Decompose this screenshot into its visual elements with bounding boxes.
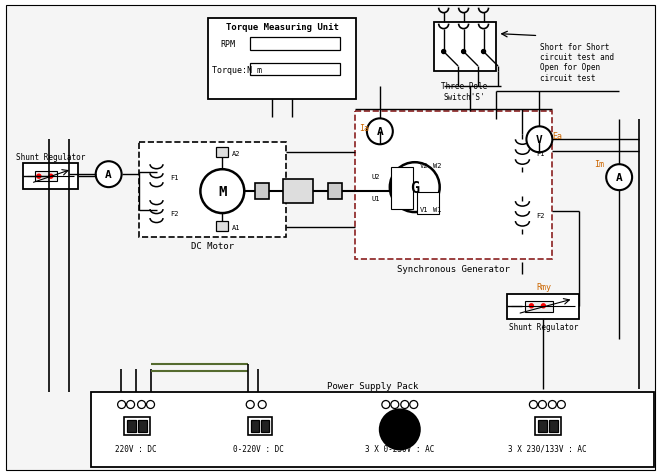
Bar <box>255 184 269 200</box>
Text: 3 X 0-230V : AC: 3 X 0-230V : AC <box>365 444 434 453</box>
Bar <box>208 19 356 100</box>
Circle shape <box>539 401 547 408</box>
Text: RPM: RPM <box>220 40 235 49</box>
Circle shape <box>442 50 446 54</box>
Text: M: M <box>218 185 227 198</box>
Circle shape <box>390 163 440 213</box>
Text: V2: V2 <box>420 163 428 169</box>
Bar <box>124 417 149 436</box>
Circle shape <box>410 401 418 408</box>
Circle shape <box>391 401 399 408</box>
Circle shape <box>526 127 553 153</box>
Bar <box>23 164 78 190</box>
Text: Torque Measuring Unit: Torque Measuring Unit <box>225 23 338 32</box>
Text: Shunt Regulator: Shunt Regulator <box>509 323 578 332</box>
Circle shape <box>461 50 465 54</box>
Text: Torque:N m: Torque:N m <box>212 66 262 75</box>
Text: F1: F1 <box>171 175 179 181</box>
Bar <box>127 421 136 433</box>
Text: Shunt Regulator: Shunt Regulator <box>16 152 85 161</box>
Text: A: A <box>616 173 623 183</box>
Text: A: A <box>105 170 112 180</box>
Bar <box>251 63 340 76</box>
Bar <box>249 417 272 436</box>
Text: F2: F2 <box>536 213 545 218</box>
Bar <box>261 421 269 433</box>
Circle shape <box>258 401 266 408</box>
Text: U2: U2 <box>371 174 380 180</box>
Bar <box>328 184 342 200</box>
Bar <box>139 143 286 238</box>
Text: 3 X 230/133V : AC: 3 X 230/133V : AC <box>508 444 587 453</box>
Bar <box>434 22 496 72</box>
Bar <box>216 222 228 231</box>
Circle shape <box>382 401 390 408</box>
Text: V1: V1 <box>420 207 428 213</box>
Text: U1: U1 <box>371 196 380 202</box>
Circle shape <box>96 162 122 188</box>
Bar <box>535 417 561 436</box>
Circle shape <box>380 410 420 449</box>
Bar <box>416 193 439 215</box>
Bar <box>137 421 147 433</box>
Text: A2: A2 <box>232 151 241 157</box>
Circle shape <box>529 304 533 308</box>
Circle shape <box>482 50 486 54</box>
Text: F2: F2 <box>171 210 179 217</box>
Text: Three Pole
Switch'S': Three Pole Switch'S' <box>442 82 488 102</box>
Circle shape <box>541 304 545 308</box>
Bar <box>539 421 547 433</box>
Circle shape <box>200 170 245 214</box>
Text: Rmy: Rmy <box>536 283 551 292</box>
Text: Synchronous Generator: Synchronous Generator <box>397 265 510 274</box>
Bar <box>525 301 553 312</box>
Bar <box>355 112 553 259</box>
Circle shape <box>529 401 537 408</box>
Text: 220V : DC: 220V : DC <box>115 444 157 453</box>
Circle shape <box>127 401 135 408</box>
Circle shape <box>247 401 254 408</box>
Text: Ea: Ea <box>553 131 563 140</box>
Text: Short for Short
circuit test and
Open for Open
circuit test: Short for Short circuit test and Open fo… <box>541 42 614 83</box>
Text: W1: W1 <box>433 207 441 213</box>
Text: F1: F1 <box>536 151 545 157</box>
Text: W2: W2 <box>433 163 441 169</box>
Circle shape <box>557 401 565 408</box>
Circle shape <box>401 401 408 408</box>
Text: Ia: Ia <box>359 124 369 132</box>
Circle shape <box>549 401 557 408</box>
Bar <box>35 172 57 182</box>
Circle shape <box>606 165 632 191</box>
Text: G: G <box>410 180 419 195</box>
Circle shape <box>49 175 53 179</box>
Text: V: V <box>536 135 543 145</box>
Text: A1: A1 <box>232 225 241 230</box>
Text: A: A <box>377 127 383 137</box>
Bar <box>391 168 412 209</box>
Circle shape <box>118 401 126 408</box>
Bar <box>216 148 228 158</box>
Circle shape <box>367 119 393 145</box>
Bar <box>549 421 559 433</box>
Bar <box>283 180 313 204</box>
Bar <box>91 392 654 467</box>
Bar <box>251 38 340 50</box>
Text: Power Supply Pack: Power Supply Pack <box>327 381 418 390</box>
Circle shape <box>37 175 41 179</box>
Bar <box>251 421 259 433</box>
Circle shape <box>147 401 155 408</box>
Bar <box>508 294 579 319</box>
Text: Im: Im <box>594 159 604 169</box>
Text: 0-220V : DC: 0-220V : DC <box>233 444 284 453</box>
Circle shape <box>137 401 145 408</box>
Text: DC Motor: DC Motor <box>191 242 234 251</box>
